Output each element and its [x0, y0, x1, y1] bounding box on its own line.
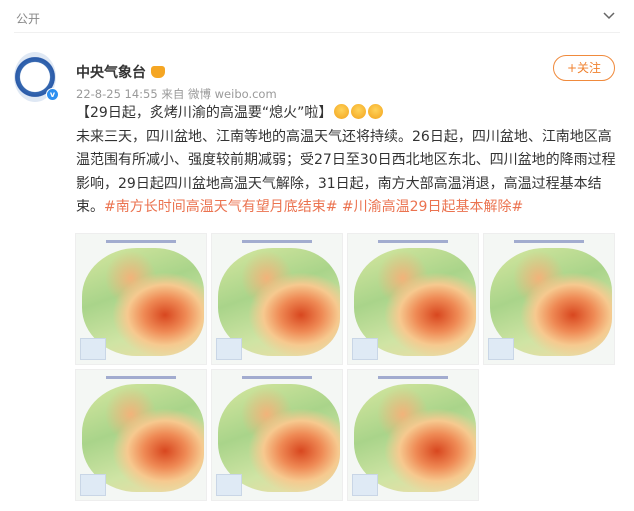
- post-meta: 22-8-25 14:55 来自 微博 weibo.com: [76, 87, 277, 101]
- follow-button[interactable]: +关注: [553, 55, 615, 81]
- emoji-icon: [351, 104, 367, 119]
- map-image[interactable]: [75, 233, 207, 365]
- author-name[interactable]: 中央气象台: [76, 65, 146, 81]
- map-title: [378, 240, 448, 243]
- map-image[interactable]: [211, 369, 343, 501]
- map-image[interactable]: [347, 233, 479, 365]
- verified-icon: v: [46, 88, 59, 101]
- map-title: [378, 376, 448, 379]
- map-legend: [352, 338, 378, 360]
- map-image[interactable]: [483, 233, 615, 365]
- map-legend: [80, 338, 106, 360]
- visibility-label: 公开: [16, 12, 41, 26]
- emoji-icon: [334, 104, 350, 119]
- map-legend: [216, 474, 242, 496]
- map-image[interactable]: [75, 369, 207, 501]
- emoji-icon: [368, 104, 384, 119]
- map-legend: [80, 474, 106, 496]
- map-image[interactable]: [347, 369, 479, 501]
- chevron-down-icon[interactable]: [602, 8, 616, 22]
- map-title: [106, 240, 176, 243]
- hashtag-link[interactable]: #川渝高温29日起基本解除#: [341, 199, 524, 215]
- post-text: 【29日起，炙烤川渝的高温要“熄火”啦】 未来三天，四川盆地、江南等地的高温天气…: [76, 102, 621, 220]
- map-legend: [488, 338, 514, 360]
- map-legend: [216, 338, 242, 360]
- body-text: 未来三天，四川盆地、江南等地的高温天气还将持续。26日起，四川盆地、江南地区高温…: [76, 128, 616, 216]
- map-title: [514, 240, 584, 243]
- crown-icon: [151, 66, 165, 78]
- map-title: [242, 376, 312, 379]
- image-grid: [75, 233, 620, 501]
- headline: 【29日起，炙烤川渝的高温要“熄火”啦】: [76, 105, 333, 121]
- map-title: [106, 376, 176, 379]
- visibility-bar: 公开: [14, 0, 620, 33]
- hashtag-link[interactable]: #南方长时间高温天气有望月底结束#: [104, 199, 338, 215]
- map-image[interactable]: [211, 233, 343, 365]
- map-title: [242, 240, 312, 243]
- map-legend: [352, 474, 378, 496]
